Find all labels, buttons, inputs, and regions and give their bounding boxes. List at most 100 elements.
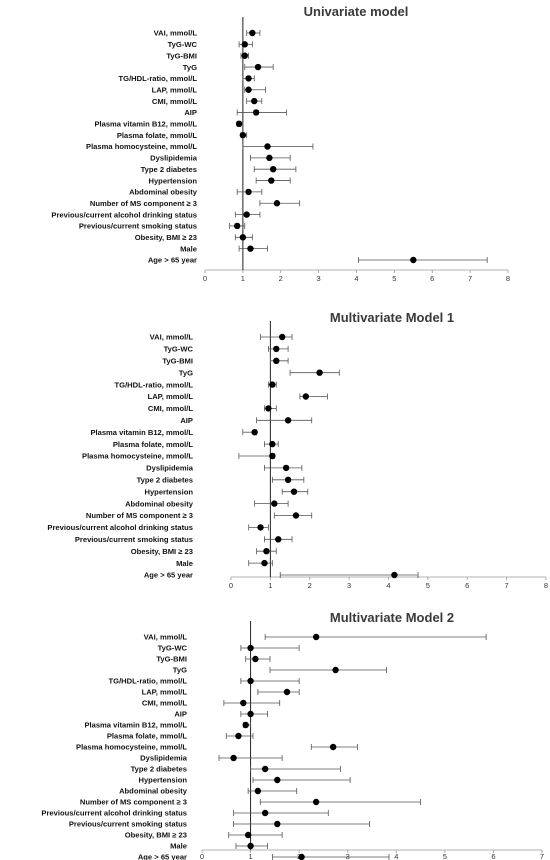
- point-estimate-marker: [239, 131, 247, 139]
- x-tick-label: 4: [386, 581, 390, 590]
- point-estimate-marker: [257, 524, 264, 531]
- row-label-plasma-folate-mmol-l: Plasma folate, mmol/L: [117, 131, 198, 140]
- point-estimate-marker: [273, 357, 280, 364]
- point-estimate-marker: [302, 393, 310, 400]
- row-label-previous-current-alcohol-drinking-status: Previous/current alcohol drinking status: [47, 523, 193, 532]
- x-tick-label: 0: [200, 852, 204, 860]
- row-label-abdominal-obesity: Abdominal obesity: [119, 787, 188, 796]
- row-label-aip: AIP: [174, 710, 187, 719]
- point-estimate-marker: [247, 842, 254, 850]
- x-tick-label: 2: [308, 581, 312, 590]
- row-label-tyg-wc: TyG-WC: [158, 644, 188, 653]
- x-tick-label: 6: [491, 852, 495, 860]
- row-label-plasma-folate-mmol-l: Plasma folate, mmol/L: [113, 440, 194, 449]
- row-label-aip: AIP: [180, 416, 193, 425]
- row-label-tyg: TyG: [179, 368, 193, 377]
- x-tick-label: 4: [354, 274, 358, 283]
- row-label-plasma-vitamin-b12-mmol-l: Plasma vitamin B12, mmol/L: [90, 428, 193, 437]
- row-label-tyg-wc: TyG-WC: [164, 345, 194, 354]
- row-label-vai-mmol-l: VAI, mmol/L: [150, 333, 194, 342]
- point-estimate-marker: [278, 333, 286, 341]
- row-label-vai-mmol-l: VAI, mmol/L: [154, 29, 198, 38]
- x-tick-label: 0: [229, 581, 233, 590]
- point-estimate-marker: [268, 177, 275, 184]
- row-label-male: Male: [170, 842, 187, 851]
- multivariate-model-1-panel: 0 1 2 3 4 5 6 7 8 VAI, mmol/L TyG-WC TyG-BMI TyG TG/H…: [47, 321, 548, 590]
- row-label-hypertension: Hypertension: [138, 776, 187, 785]
- row-label-cmi-mmol-l: CMI, mmol/L: [148, 404, 194, 413]
- point-estimate-marker: [284, 417, 292, 424]
- point-estimate-marker: [269, 381, 276, 388]
- x-tick-label: 4: [394, 852, 398, 860]
- row-label-number-of-ms-component-ge-3: Number of MS component ≥ 3: [86, 511, 193, 520]
- row-label-lap-mmol-l: LAP, mmol/L: [142, 688, 188, 697]
- x-tick-label: 7: [505, 581, 509, 590]
- point-estimate-marker: [283, 688, 291, 696]
- x-tick-label: 0: [203, 274, 207, 283]
- row-label-lap-mmol-l: LAP, mmol/L: [148, 392, 194, 401]
- point-estimate-marker: [254, 787, 262, 795]
- x-tick-label: 3: [317, 274, 321, 283]
- point-estimate-marker: [269, 440, 276, 448]
- row-label-number-of-ms-component-ge-3: Number of MS component ≥ 3: [80, 798, 187, 807]
- point-estimate-marker: [235, 120, 243, 128]
- point-estimate-marker: [247, 710, 254, 718]
- point-estimate-marker: [254, 63, 262, 71]
- row-label-lap-mmol-l: LAP, mmol/L: [152, 85, 198, 94]
- row-label-cmi-mmol-l: CMI, mmol/L: [142, 699, 188, 708]
- point-estimate-marker: [410, 256, 417, 264]
- row-label-male: Male: [180, 244, 197, 253]
- row-label-tyg: TyG: [173, 666, 187, 675]
- x-tick-label: 7: [468, 274, 472, 283]
- point-estimate-marker: [284, 476, 292, 483]
- x-tick-label: 1: [268, 581, 272, 590]
- x-tick-label: 5: [426, 581, 430, 590]
- row-label-tyg-bmi: TyG-BMI: [162, 357, 193, 366]
- row-label-plasma-vitamin-b12-mmol-l: Plasma vitamin B12, mmol/L: [94, 120, 197, 129]
- row-label-abdominal-obesity: Abdominal obesity: [125, 499, 194, 508]
- point-estimate-marker: [261, 765, 269, 773]
- point-estimate-marker: [264, 143, 271, 150]
- point-estimate-marker: [247, 677, 254, 685]
- point-estimate-marker: [316, 369, 323, 376]
- x-tick-label: 2: [279, 274, 283, 283]
- point-estimate-marker: [332, 666, 339, 674]
- row-label-number-of-ms-component-ge-3: Number of MS component ≥ 3: [90, 199, 197, 208]
- row-label-age-gt-65-year: Age > 65 year: [144, 571, 193, 580]
- point-estimate-marker: [244, 831, 252, 839]
- row-label-obesity-bmi-ge-23: Obesity, BMI ≥ 23: [135, 233, 197, 242]
- x-tick-label: 5: [392, 274, 396, 283]
- row-label-type-2-diabetes: Type 2 diabetes: [131, 765, 187, 774]
- row-label-plasma-folate-mmol-l: Plasma folate, mmol/L: [107, 732, 188, 741]
- x-tick-label: 3: [347, 581, 351, 590]
- point-estimate-marker: [251, 429, 258, 436]
- row-label-male: Male: [176, 559, 193, 568]
- point-estimate-marker: [265, 405, 272, 412]
- row-label-previous-current-smoking-status: Previous/current smoking status: [75, 535, 193, 544]
- point-estimate-marker: [243, 211, 250, 218]
- point-estimate-marker: [249, 29, 256, 37]
- row-label-hypertension: Hypertension: [144, 487, 193, 496]
- row-label-obesity-bmi-ge-23: Obesity, BMI ≥ 23: [125, 831, 187, 840]
- row-label-previous-current-alcohol-drinking-status: Previous/current alcohol drinking status: [51, 210, 197, 219]
- row-label-hypertension: Hypertension: [148, 176, 197, 185]
- point-estimate-marker: [391, 571, 398, 579]
- point-estimate-marker: [241, 52, 248, 59]
- point-estimate-marker: [245, 75, 252, 82]
- x-tick-label: 8: [506, 274, 510, 283]
- row-label-tyg-wc: TyG-WC: [168, 40, 198, 49]
- x-tick-label: 6: [465, 581, 469, 590]
- point-estimate-marker: [252, 109, 260, 116]
- row-label-dyslipidemia: Dyslipidemia: [150, 154, 198, 163]
- univariate-model-panel: 0 1 2 3 4 5 6 7 8 VAI, mmol/L TyG-WC TyG-BMI TyG TG/H…: [51, 17, 510, 283]
- multivariate-model-2-title: Multivariate Model 2: [330, 610, 454, 625]
- row-label-previous-current-alcohol-drinking-status: Previous/current alcohol drinking status: [41, 809, 187, 818]
- row-label-tg-hdl-ratio-mmol-l: TG/HDL-ratio, mmol/L: [109, 677, 188, 686]
- row-label-type-2-diabetes: Type 2 diabetes: [137, 476, 193, 485]
- row-label-tg-hdl-ratio-mmol-l: TG/HDL-ratio, mmol/L: [115, 380, 194, 389]
- row-label-cmi-mmol-l: CMI, mmol/L: [152, 97, 198, 106]
- row-label-dyslipidemia: Dyslipidemia: [140, 754, 188, 763]
- x-tick-label: 1: [241, 274, 245, 283]
- row-label-plasma-homocysteine-mmol-l: Plasma homocysteine, mmol/L: [76, 743, 187, 752]
